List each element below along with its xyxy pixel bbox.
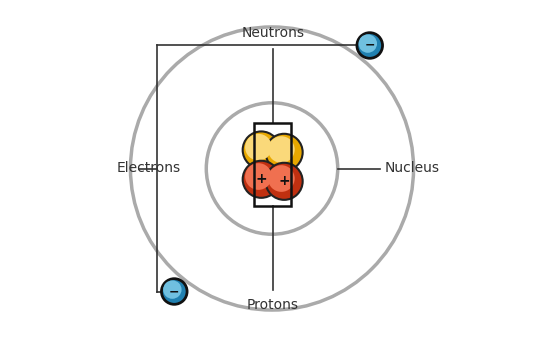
Text: Neutrons: Neutrons (241, 26, 304, 40)
Circle shape (245, 134, 272, 160)
Circle shape (162, 279, 187, 304)
Circle shape (243, 161, 280, 198)
Circle shape (163, 280, 182, 299)
Text: −: − (364, 39, 375, 52)
Circle shape (265, 134, 302, 171)
Text: Protons: Protons (246, 298, 299, 312)
Circle shape (245, 163, 272, 190)
Circle shape (268, 165, 295, 192)
Circle shape (265, 163, 302, 200)
Text: Electrons: Electrons (117, 161, 181, 176)
Circle shape (358, 34, 377, 53)
Circle shape (357, 33, 382, 58)
Text: −: − (169, 285, 180, 298)
Circle shape (243, 131, 280, 168)
Text: Nucleus: Nucleus (385, 161, 440, 176)
Text: +: + (279, 174, 290, 188)
Bar (255, 123, 291, 206)
Text: +: + (255, 172, 267, 186)
Circle shape (268, 136, 295, 163)
